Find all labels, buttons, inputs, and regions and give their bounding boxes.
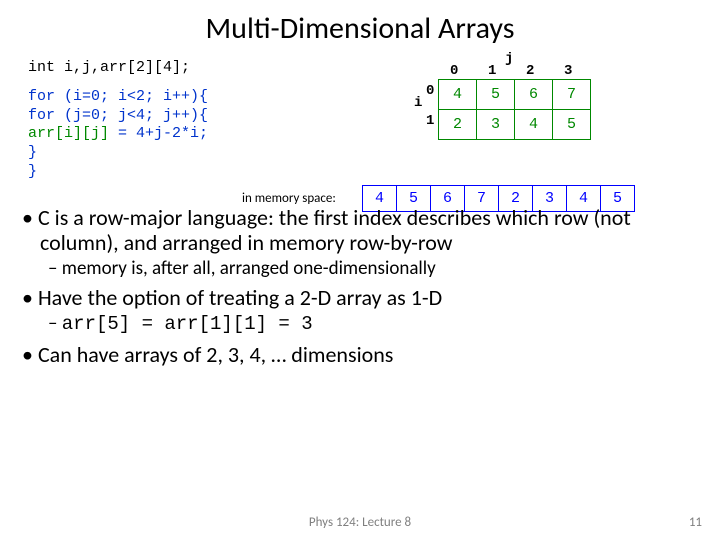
row-header: 0	[426, 83, 434, 99]
j-axis-label: j	[505, 51, 513, 67]
bullet-l2: memory is, after all, arranged one-dimen…	[22, 258, 698, 280]
col-header: 0	[450, 63, 458, 79]
cell: 4	[439, 80, 477, 110]
bullet-l1: Can have arrays of 2, 3, 4, … dimensions	[22, 342, 698, 367]
i-axis-label: i	[414, 95, 422, 111]
bullet-list: C is a row-major language: the first ind…	[22, 205, 698, 369]
cell: 5	[477, 80, 515, 110]
code-line: }	[28, 163, 208, 182]
cell: 2	[439, 110, 477, 140]
col-header: 2	[526, 63, 534, 79]
code-line: }	[28, 144, 208, 163]
footer-text: Phys 124: Lecture 8	[0, 515, 720, 530]
page-number: 11	[689, 515, 702, 530]
code-line: for (i=0; i<2; i++){	[28, 88, 208, 107]
code-line: int i,j,arr[2][4];	[28, 59, 208, 78]
cell: 6	[515, 80, 553, 110]
code-block: int i,j,arr[2][4]; for (i=0; i<2; i++){ …	[28, 59, 208, 182]
col-header: 1	[488, 63, 496, 79]
col-header: 3	[564, 63, 572, 79]
code-line: for (j=0; j<4; j++){	[28, 107, 208, 126]
bullet-l1: Have the option of treating a 2-D array …	[22, 285, 698, 310]
slide-title: Multi-Dimensional Arrays	[0, 0, 720, 47]
bullet-l2: arr[5] = arr[1][1] = 3	[22, 313, 698, 336]
row-header: 1	[426, 113, 434, 129]
code-line: arr[i][j] = 4+j-2*i;	[28, 125, 208, 144]
cell: 3	[477, 110, 515, 140]
cell: 5	[553, 110, 591, 140]
bullet-l1: C is a row-major language: the first ind…	[22, 205, 698, 256]
cell: 7	[553, 80, 591, 110]
array-2d-table: 4 5 6 7 2 3 4 5	[438, 79, 591, 140]
cell: 4	[515, 110, 553, 140]
